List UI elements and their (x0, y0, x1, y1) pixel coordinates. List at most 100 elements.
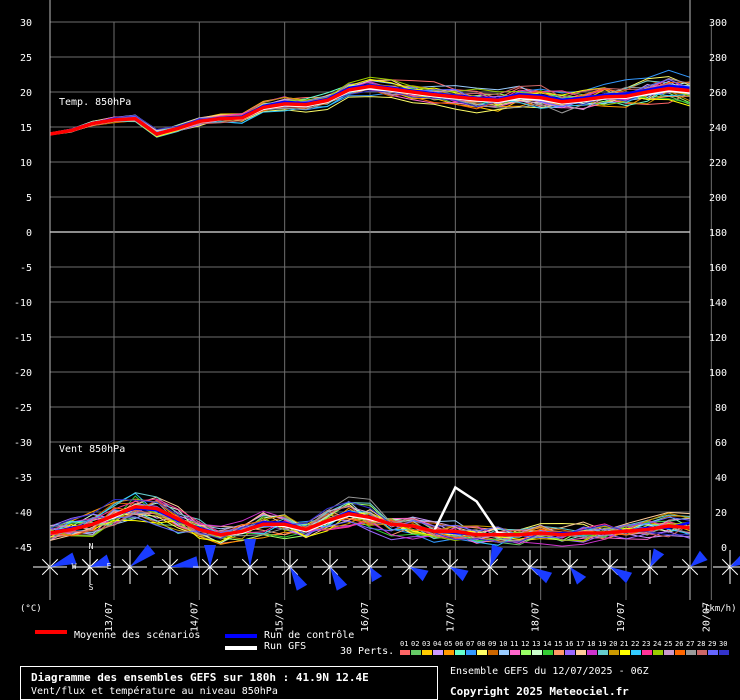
member-number: 15 (554, 640, 563, 648)
member-number: 13 (532, 640, 541, 648)
left-tick-label: -45 (14, 543, 32, 554)
member-legend-item: 24 (653, 640, 664, 658)
star-ray (41, 566, 51, 576)
member-number: 01 (400, 640, 409, 648)
right-tick-label: 100 (709, 368, 727, 379)
member-number: 06 (455, 640, 464, 648)
member-number: 27 (686, 640, 695, 648)
star-ray (561, 566, 571, 576)
right-tick-label: 140 (709, 298, 727, 309)
member-legend-item: 01 (400, 640, 411, 658)
temp-annotation: Temp. 850hPa (59, 97, 131, 108)
member-swatch (631, 650, 641, 655)
wind-member-line (49, 503, 691, 543)
member-legend-item: 25 (664, 640, 675, 658)
right-unit-label: (km/h) (704, 604, 737, 614)
member-swatch (543, 650, 553, 655)
member-number: 21 (620, 640, 629, 648)
star-ray (161, 558, 171, 568)
member-number: 17 (576, 640, 585, 648)
star-ray (281, 558, 291, 568)
star-ray (89, 558, 99, 568)
member-number: 30 (719, 640, 728, 648)
grid (50, 21, 712, 600)
member-legend-item: 18 (587, 640, 598, 658)
wind-star (153, 550, 187, 584)
right-tick-label: 80 (715, 403, 727, 414)
star-ray (441, 566, 451, 576)
member-number: 03 (422, 640, 431, 648)
member-swatch (653, 650, 663, 655)
footer-title: Diagramme des ensembles GEFS sur 180h : … (31, 671, 369, 684)
wind-arrow (730, 555, 740, 567)
member-swatch (455, 650, 465, 655)
member-number: 04 (433, 640, 442, 648)
x-tick-label: 18/07 (531, 602, 542, 632)
star-ray (321, 558, 331, 568)
wind-arrow (530, 567, 553, 584)
star-ray (289, 566, 299, 576)
star-ray (521, 558, 531, 568)
member-swatch (598, 650, 608, 655)
wind-arrow (330, 567, 348, 591)
member-number: 25 (664, 640, 673, 648)
legend-mean-label: Moyenne des scénarios (74, 630, 201, 641)
star-ray (529, 558, 539, 568)
wind-arrow (50, 552, 77, 567)
star-ray (121, 566, 131, 576)
member-number: 08 (477, 640, 486, 648)
right-tick-label: 40 (715, 473, 727, 484)
member-legend-item: 17 (576, 640, 587, 658)
star-ray (569, 558, 579, 568)
right-tick-label: 180 (709, 228, 727, 239)
wind-member-line (49, 498, 690, 543)
wind-arrow (170, 556, 199, 568)
star-ray (641, 558, 651, 568)
wind-arrow (410, 567, 429, 582)
member-legend-item: 14 (543, 640, 554, 658)
member-legend-item: 11 (510, 640, 521, 658)
legend-gfs-label: Run GFS (264, 641, 307, 652)
member-number: 09 (488, 640, 497, 648)
left-tick-label: -30 (14, 438, 32, 449)
footer-subtitle: Vent/flux et température au niveau 850hP… (31, 686, 278, 697)
star-ray (681, 558, 691, 568)
member-legend-item: 20 (609, 640, 620, 658)
member-number: 24 (653, 640, 662, 648)
member-swatch (488, 650, 498, 655)
star-ray (609, 558, 619, 568)
star-ray (329, 558, 339, 568)
left-tick-label: -25 (14, 403, 32, 414)
wind-arrow (290, 567, 308, 591)
compass-e: E (107, 562, 112, 571)
wind-star (233, 550, 267, 584)
member-legend-item: 15 (554, 640, 565, 658)
star-ray (401, 558, 411, 568)
wind-arrow (90, 554, 111, 567)
left-tick-label: 5 (26, 193, 32, 204)
star-ray (649, 566, 659, 576)
star-ray (169, 558, 179, 568)
wind-arrow (610, 567, 633, 584)
star-ray (81, 566, 91, 576)
member-number: 28 (697, 640, 706, 648)
right-tick-label: 20 (715, 508, 727, 519)
left-tick-label: -10 (14, 298, 32, 309)
star-ray (729, 566, 739, 576)
wind-star (433, 550, 467, 584)
member-legend-item: 12 (521, 640, 532, 658)
left-tick-label: -5 (20, 263, 32, 274)
star-ray (169, 566, 179, 576)
member-swatch (477, 650, 487, 655)
right-tick-label: 300 (709, 18, 727, 29)
star-ray (561, 558, 571, 568)
star-ray (409, 558, 419, 568)
member-legend-item: 28 (697, 640, 708, 658)
star-ray (489, 558, 499, 568)
star-ray (369, 558, 379, 568)
star-ray (321, 566, 331, 576)
member-number: 12 (521, 640, 530, 648)
star-ray (601, 566, 611, 576)
wind-arrow (370, 567, 383, 583)
